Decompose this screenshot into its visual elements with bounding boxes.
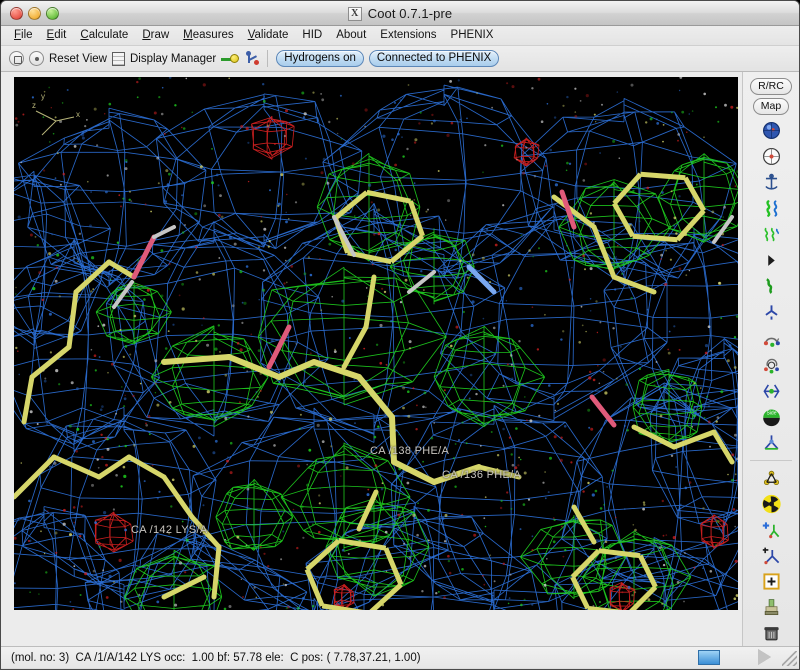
menu-validate[interactable]: Validate: [247, 29, 289, 41]
torsion-general-icon[interactable]: [758, 352, 784, 377]
menu-measures[interactable]: Measures: [183, 29, 234, 41]
molecule-icon[interactable]: [244, 51, 260, 66]
menubar: File Edit Calculate Draw Measures Validate HID…: [1, 26, 799, 46]
sphere-blue-icon[interactable]: [758, 118, 784, 143]
right-toolbar: R/RC Map Side: [742, 72, 799, 668]
right-toolbar-separator: [750, 460, 792, 461]
add-atom-icon[interactable]: [758, 543, 784, 568]
eraser-icon[interactable]: [758, 595, 784, 620]
status-text: (mol. no: 3) CA /1/A/142 LYS occ: 1.00 b…: [11, 651, 421, 664]
menu-calculate[interactable]: Calculate: [80, 29, 129, 41]
play-triangle-icon[interactable]: [758, 649, 771, 665]
menu-edit[interactable]: Edit: [46, 29, 67, 41]
menu-extensions[interactable]: Extensions: [380, 29, 437, 41]
rotation-centre-button[interactable]: R/RC: [750, 78, 792, 95]
svg-text:Side: Side: [766, 410, 776, 416]
hydrogens-toggle[interactable]: Hydrogens on: [276, 50, 364, 67]
regularize-zone-icon[interactable]: [758, 491, 784, 516]
phenix-connection-toggle[interactable]: Connected to PHENIX: [368, 50, 500, 67]
refine-zone-icon[interactable]: [758, 465, 784, 490]
clock-dial-icon[interactable]: [758, 144, 784, 169]
add-terminal-residue-icon[interactable]: [758, 517, 784, 542]
map-button[interactable]: Map: [752, 98, 790, 115]
menu-hid[interactable]: HID: [302, 29, 323, 41]
sidechain-blue-icon[interactable]: [758, 300, 784, 325]
menu-phenix[interactable]: PHENIX: [450, 29, 494, 41]
atom-label: CA /138 PHE/A: [370, 445, 450, 457]
ribbon-green-icon[interactable]: [758, 196, 784, 221]
titlebar[interactable]: X Coot 0.7.1-pre: [1, 1, 799, 26]
status-color-swatch[interactable]: [698, 650, 720, 665]
reset-view-button[interactable]: Reset View: [49, 52, 107, 65]
resize-grip-icon[interactable]: [782, 651, 797, 666]
back-arrow-icon[interactable]: [9, 51, 24, 66]
close-button[interactable]: [10, 7, 23, 20]
body-row: z y x CA /138 PHE/A CA /136 PHE/A CA /142 …: [1, 72, 799, 668]
display-manager-icon[interactable]: [111, 51, 125, 66]
maximize-button[interactable]: [46, 7, 59, 20]
rotate-bond-icon[interactable]: [758, 326, 784, 351]
toolbar: Reset View Display Manager Hydrogens on …: [1, 46, 799, 72]
add-water-icon[interactable]: [758, 569, 784, 594]
menu-about[interactable]: About: [336, 29, 367, 41]
delete-trash-icon[interactable]: [758, 621, 784, 646]
flip-peptide-icon[interactable]: [758, 378, 784, 403]
window-controls: [10, 7, 59, 20]
side-chain-180-icon[interactable]: Side: [758, 404, 784, 429]
sidechain-green-icon[interactable]: [758, 274, 784, 299]
title-area: X Coot 0.7.1-pre: [1, 1, 799, 26]
atom-label: CA /136 PHE/A: [442, 469, 522, 481]
anchor-icon[interactable]: [758, 170, 784, 195]
display-manager-button[interactable]: Display Manager: [129, 52, 217, 65]
ribbons-green-icon[interactable]: [758, 222, 784, 247]
atom-label: CA /142 LYS/A: [131, 524, 208, 536]
viewport-container: z y x CA /138 PHE/A CA /136 PHE/A CA /142 …: [1, 72, 742, 646]
menu-draw[interactable]: Draw: [142, 29, 170, 41]
mutate-residue-icon[interactable]: [758, 430, 784, 455]
window-title: Coot 0.7.1-pre: [367, 6, 453, 21]
density-map-scene: [14, 77, 738, 610]
target-icon[interactable]: [29, 51, 44, 66]
statusbar: (mol. no: 3) CA /1/A/142 LYS occ: 1.00 b…: [1, 646, 799, 668]
pointer-arrow-icon[interactable]: [758, 248, 784, 273]
molecular-graphics-viewport[interactable]: z y x CA /138 PHE/A CA /136 PHE/A CA /142 …: [14, 77, 738, 610]
minimize-button[interactable]: [28, 7, 41, 20]
x-window-icon: X: [347, 6, 362, 21]
toolbar-separator: [267, 50, 269, 67]
menu-file[interactable]: File: [14, 29, 33, 41]
go-to-atom-icon[interactable]: [221, 52, 240, 66]
